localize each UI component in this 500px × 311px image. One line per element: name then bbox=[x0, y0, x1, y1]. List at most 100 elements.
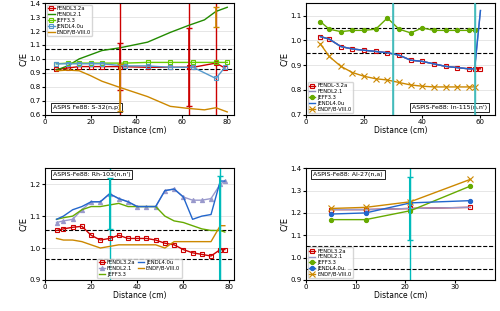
JEFF3.3 bbox=[122, 61, 128, 65]
ENDF/B-VIII.0 bbox=[466, 85, 472, 89]
JEFF3.3 bbox=[199, 227, 205, 231]
FENDL3.2a bbox=[222, 248, 228, 252]
FENDL3.2a bbox=[186, 65, 192, 69]
JEFF3.3 bbox=[106, 203, 112, 207]
FENDL3.2a bbox=[222, 66, 228, 70]
JENDL4.0u bbox=[222, 65, 228, 69]
ENDF/B-VIII.0 bbox=[420, 84, 426, 88]
ENDF/B-VIII.0 bbox=[467, 178, 473, 181]
Line: JEFF3.3: JEFF3.3 bbox=[54, 60, 230, 66]
FENDL3.2a bbox=[362, 208, 368, 211]
FENDL2.1 bbox=[76, 57, 82, 61]
FENDL3.2a bbox=[144, 65, 150, 69]
JEFF3.3 bbox=[125, 205, 131, 208]
JENDL4.0u bbox=[338, 45, 344, 49]
JEFF3.3 bbox=[362, 218, 368, 221]
FENDL3.2a bbox=[88, 65, 94, 68]
JENDL4.0u bbox=[318, 35, 324, 39]
JEFF3.3 bbox=[99, 61, 105, 65]
Y-axis label: C/E: C/E bbox=[19, 217, 28, 231]
FENDL2.1 bbox=[125, 200, 131, 204]
ENDF/B-VIII.0 bbox=[180, 240, 186, 244]
JEFF3.3 bbox=[318, 20, 324, 24]
ENDF/B-VIII.0 bbox=[144, 95, 150, 99]
FENDL2.1 bbox=[202, 18, 207, 22]
JEFF3.3 bbox=[76, 61, 82, 65]
ENDF/B-VIII.0 bbox=[202, 108, 207, 112]
ENDF/B-VIII.0 bbox=[162, 246, 168, 250]
JEFF3.3 bbox=[396, 27, 402, 31]
FENDL2.1 bbox=[79, 208, 85, 211]
FENDL2.1 bbox=[222, 179, 228, 183]
JEFF3.3 bbox=[152, 205, 158, 208]
FENDL2.1 bbox=[466, 67, 472, 71]
FENDL2.1 bbox=[152, 205, 158, 208]
FENDL2.1 bbox=[213, 10, 219, 13]
Text: ASPIS-Fe88: Rh-103(n,n'): ASPIS-Fe88: Rh-103(n,n') bbox=[52, 172, 130, 177]
JENDL4.0u bbox=[79, 205, 85, 208]
Legend: FENDL3.2a, FENDL2.1, JEFF3.3, JENDL4.0u, ENDF/B-VIII.0: FENDL3.2a, FENDL2.1, JEFF3.3, JENDL4.0u,… bbox=[308, 247, 353, 278]
JENDL4.0u bbox=[152, 205, 158, 208]
Y-axis label: C/E: C/E bbox=[280, 52, 289, 66]
FENDL2.1 bbox=[372, 50, 378, 53]
FENDL3.2a bbox=[117, 65, 123, 68]
Line: FENDL3.2a: FENDL3.2a bbox=[54, 224, 227, 258]
FENDL3.2a bbox=[79, 225, 85, 228]
JENDL4.0u bbox=[99, 62, 105, 66]
FENDL2.1 bbox=[106, 192, 112, 196]
JEFF3.3 bbox=[222, 230, 228, 234]
Line: ENDF/B-VIII.0: ENDF/B-VIII.0 bbox=[56, 70, 227, 112]
FENDL2.1 bbox=[54, 68, 60, 72]
FENDL2.1 bbox=[350, 47, 356, 51]
JEFF3.3 bbox=[372, 27, 378, 31]
ENDF/B-VIII.0 bbox=[431, 85, 437, 89]
JENDL4.0u bbox=[408, 201, 414, 205]
FENDL2.1 bbox=[467, 206, 473, 209]
FENDL2.1 bbox=[88, 53, 94, 57]
FENDL3.2a bbox=[134, 237, 140, 240]
JEFF3.3 bbox=[98, 205, 103, 208]
JEFF3.3 bbox=[144, 205, 150, 208]
JENDL4.0u bbox=[442, 64, 448, 68]
JEFF3.3 bbox=[454, 29, 460, 32]
JEFF3.3 bbox=[144, 61, 150, 64]
ENDF/B-VIII.0 bbox=[222, 224, 228, 228]
FENDL3.2a bbox=[328, 208, 334, 211]
JEFF3.3 bbox=[88, 61, 94, 65]
FENDL3.2a bbox=[190, 65, 196, 69]
FENDL3.2a bbox=[213, 61, 219, 65]
JEFF3.3 bbox=[65, 61, 71, 65]
FENDL2.1 bbox=[217, 182, 223, 186]
ENDF/B-VIII.0 bbox=[318, 42, 324, 46]
FENDL3.2a bbox=[168, 65, 173, 69]
JENDL4.0u bbox=[384, 51, 390, 54]
Line: FENDL3.2a: FENDL3.2a bbox=[54, 61, 227, 72]
ENDF/B-VIII.0 bbox=[125, 243, 131, 247]
JENDL4.0u bbox=[328, 212, 334, 216]
FENDL3.2a bbox=[76, 65, 82, 68]
FENDL2.1 bbox=[318, 35, 324, 39]
FENDL2.1 bbox=[362, 208, 368, 211]
ENDF/B-VIII.0 bbox=[54, 69, 60, 73]
JENDL4.0u bbox=[122, 64, 128, 68]
ENDF/B-VIII.0 bbox=[350, 71, 356, 74]
FENDL2.1 bbox=[338, 45, 344, 49]
FENDL3.2a bbox=[54, 229, 60, 232]
JENDL4.0u bbox=[171, 187, 177, 191]
ENDF/B-VIII.0 bbox=[408, 200, 414, 204]
FENDL-3.2a bbox=[442, 64, 448, 68]
ENDF/B-VIII.0 bbox=[217, 224, 223, 228]
JENDL4.0u bbox=[431, 62, 437, 66]
FENDL-3.2a bbox=[420, 59, 426, 63]
ENDF/B-VIII.0 bbox=[326, 54, 332, 58]
FENDL3.2a bbox=[60, 227, 66, 231]
FENDL-3.2a bbox=[318, 35, 324, 39]
ENDF/B-VIII.0 bbox=[76, 69, 82, 73]
FENDL-3.2a bbox=[372, 50, 378, 53]
ENDF/B-VIII.0 bbox=[224, 110, 230, 114]
JEFF3.3 bbox=[54, 62, 60, 66]
FENDL3.2a bbox=[152, 238, 158, 242]
ENDF/B-VIII.0 bbox=[88, 74, 94, 77]
FENDL-3.2a bbox=[466, 67, 472, 71]
FENDL3.2a bbox=[180, 248, 186, 252]
